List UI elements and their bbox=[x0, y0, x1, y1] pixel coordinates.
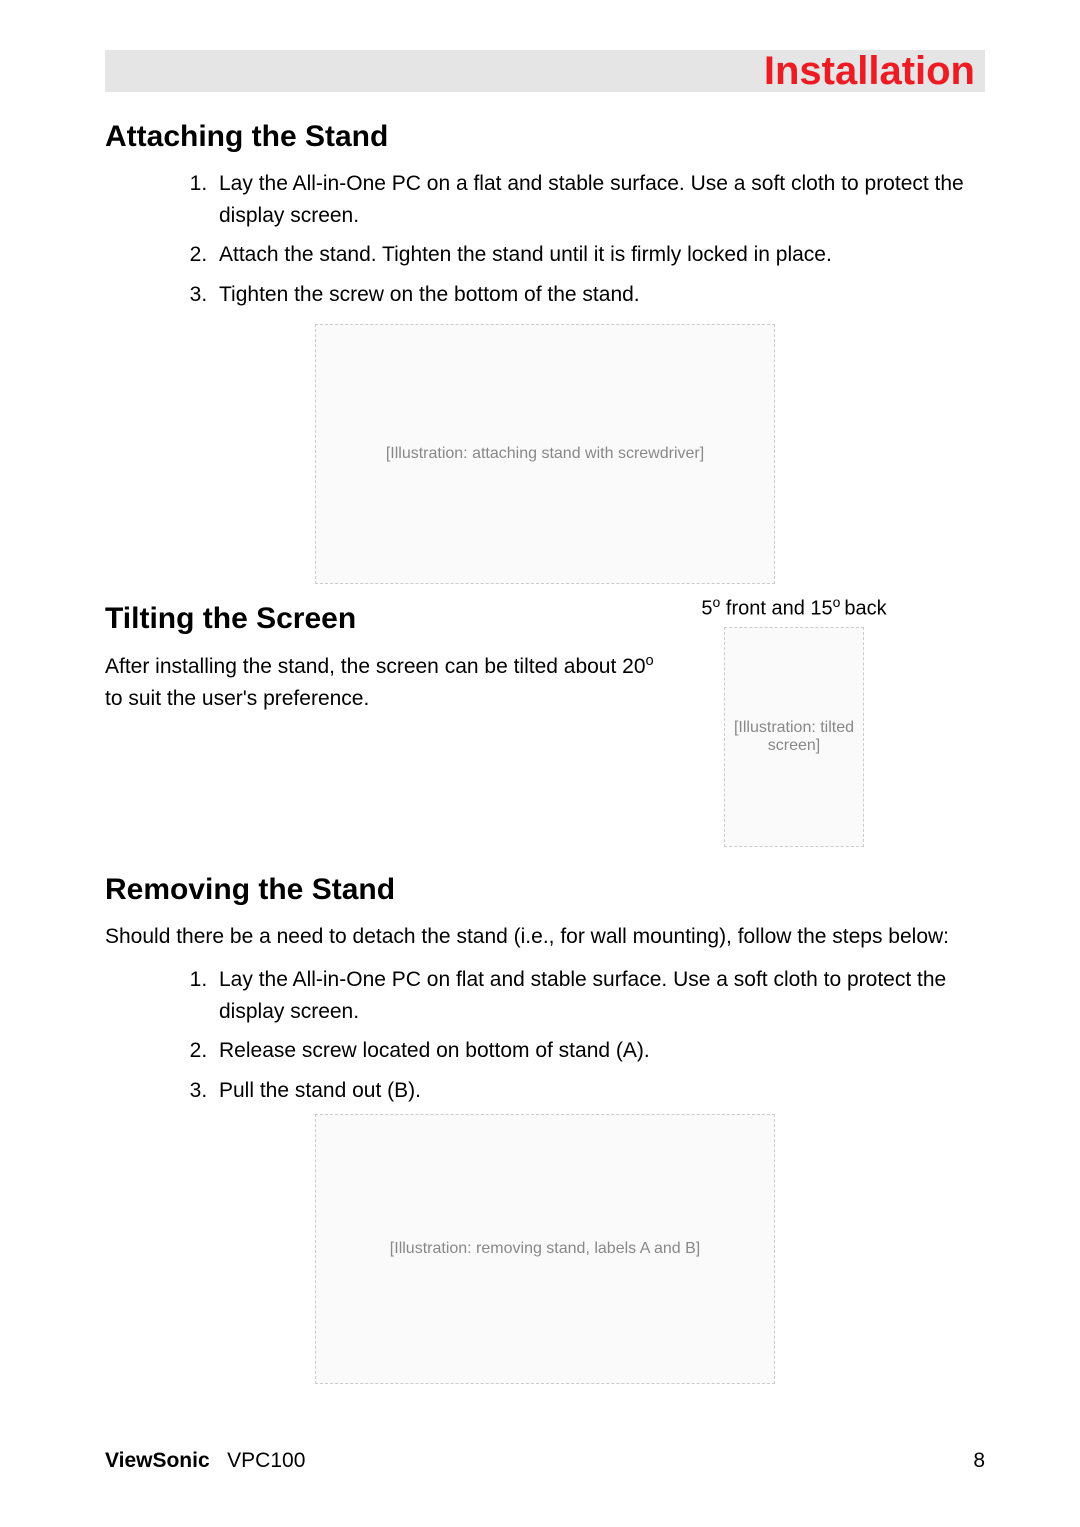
header-bar: Installation bbox=[105, 50, 985, 92]
page-number: 8 bbox=[973, 1449, 985, 1473]
list-item: Release screw located on bottom of stand… bbox=[213, 1035, 985, 1067]
tilting-body-prefix: After installing the stand, the screen c… bbox=[105, 655, 646, 678]
attaching-steps: Lay the All-in-One PC on a flat and stab… bbox=[213, 168, 985, 310]
figure-attaching: [Illustration: attaching stand with scre… bbox=[315, 324, 775, 584]
degree-symbol: o bbox=[833, 594, 845, 610]
heading-removing: Removing the Stand bbox=[105, 873, 985, 907]
degree-symbol: o bbox=[646, 653, 654, 669]
list-item: Lay the All-in-One PC on flat and stable… bbox=[213, 964, 985, 1027]
footer-left: ViewSonic VPC100 bbox=[105, 1449, 305, 1473]
figure-tilting: [Illustration: tilted screen] bbox=[724, 627, 864, 847]
removing-steps: Lay the All-in-One PC on flat and stable… bbox=[213, 964, 985, 1106]
list-item: Tighten the screw on the bottom of the s… bbox=[213, 279, 985, 311]
tilting-row: Tilting the Screen After installing the … bbox=[105, 594, 985, 847]
page-title: Installation bbox=[764, 49, 975, 94]
footer-brand: ViewSonic bbox=[105, 1449, 210, 1472]
figure-removing: [Illustration: removing stand, labels A … bbox=[315, 1114, 775, 1384]
tilting-body-suffix: to suit the user's preference. bbox=[105, 687, 369, 710]
heading-attaching: Attaching the Stand bbox=[105, 120, 985, 154]
tilting-figure-wrap: 5o front and 15o back [Illustration: til… bbox=[679, 594, 909, 847]
list-item: Pull the stand out (B). bbox=[213, 1075, 985, 1107]
heading-tilting: Tilting the Screen bbox=[105, 602, 655, 636]
list-item: Attach the stand. Tighten the stand unti… bbox=[213, 239, 985, 271]
tilting-body: After installing the stand, the screen c… bbox=[105, 650, 655, 714]
tilting-text-block: Tilting the Screen After installing the … bbox=[105, 594, 655, 726]
removing-intro: Should there be a need to detach the sta… bbox=[105, 921, 985, 953]
page-footer: ViewSonic VPC100 8 bbox=[105, 1449, 985, 1473]
list-item: Lay the All-in-One PC on a flat and stab… bbox=[213, 168, 985, 231]
tilt-caption: 5o front and 15o back bbox=[679, 594, 909, 621]
footer-model bbox=[216, 1449, 228, 1472]
